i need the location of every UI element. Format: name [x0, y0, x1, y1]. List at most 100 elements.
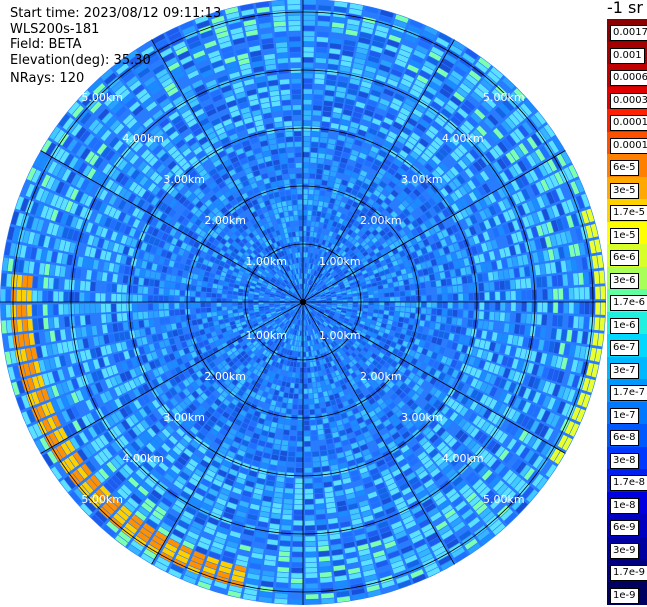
range-gate — [489, 519, 502, 532]
range-gate — [189, 526, 202, 535]
range-gate — [288, 451, 296, 457]
range-gate — [168, 508, 181, 519]
range-gate — [369, 336, 376, 342]
range-gate — [462, 284, 469, 293]
range-gate — [418, 437, 428, 446]
range-gate — [371, 353, 378, 360]
range-gate — [435, 37, 450, 48]
range-gate — [190, 412, 199, 422]
range-gate — [252, 493, 262, 500]
range-gate — [307, 274, 311, 279]
range-gate — [552, 288, 558, 300]
range-gate — [358, 37, 371, 45]
range-gate — [568, 302, 574, 314]
range-gate — [452, 496, 464, 507]
range-gate — [442, 158, 453, 169]
range-gate — [272, 502, 282, 509]
range-gate — [337, 81, 348, 88]
range-gate — [347, 236, 354, 243]
range-gate — [352, 274, 358, 279]
range-gate — [372, 177, 381, 185]
range-gate — [226, 450, 236, 458]
range-gate — [80, 503, 93, 516]
range-gate — [246, 356, 252, 363]
range-gate — [374, 241, 381, 248]
range-gate — [121, 419, 131, 431]
range-gate — [394, 185, 403, 194]
range-gate — [321, 460, 329, 467]
range-gate — [377, 69, 389, 78]
range-gate — [375, 198, 383, 205]
range-gate — [270, 383, 277, 390]
range-gate — [303, 309, 305, 315]
range-gate — [342, 174, 350, 181]
range-gate — [178, 349, 186, 357]
range-gate — [488, 92, 501, 105]
range-gate — [416, 185, 425, 194]
range-gate — [229, 321, 236, 326]
range-gate — [402, 102, 413, 112]
range-gate — [224, 346, 231, 352]
range-gate — [212, 390, 221, 398]
range-gate — [266, 332, 272, 338]
range-gate — [47, 450, 58, 464]
range-gate — [283, 312, 289, 316]
range-gate — [332, 431, 339, 438]
range-gate — [305, 309, 309, 314]
range-gate — [337, 279, 343, 284]
range-gate — [384, 540, 397, 549]
range-gate — [323, 346, 328, 352]
range-gate — [341, 290, 347, 294]
range-gate — [445, 357, 453, 366]
range-gate — [261, 500, 272, 507]
range-gate — [84, 349, 92, 360]
range-gate — [197, 464, 207, 473]
range-gate — [595, 302, 601, 315]
range-gate — [280, 316, 285, 320]
range-gate — [286, 306, 291, 309]
range-gate — [320, 250, 325, 257]
range-gate — [334, 414, 342, 421]
range-gate — [311, 288, 316, 293]
range-gate — [424, 110, 436, 120]
range-gate — [337, 135, 346, 142]
range-gate — [33, 360, 41, 374]
range-gate — [347, 132, 356, 139]
range-gate — [447, 309, 453, 317]
range-gate — [224, 545, 237, 554]
range-gate — [328, 133, 337, 140]
range-gate — [326, 304, 332, 307]
range-gate — [325, 308, 331, 311]
range-gate — [423, 527, 436, 538]
range-gate — [130, 540, 144, 552]
range-gate — [516, 290, 522, 300]
range-gate — [424, 562, 438, 573]
range-gate — [278, 374, 284, 381]
range-gate — [336, 261, 342, 267]
range-gate — [342, 208, 349, 215]
range-gate — [372, 367, 379, 374]
range-gate — [372, 506, 384, 514]
range-gate — [259, 353, 265, 360]
range-gate — [237, 449, 246, 457]
range-gate — [374, 272, 380, 278]
range-gate — [130, 441, 141, 452]
range-gate — [329, 322, 335, 327]
range-gate — [117, 488, 129, 500]
range-gate — [336, 223, 342, 229]
range-gate — [329, 367, 334, 373]
range-gate — [143, 548, 157, 560]
range-gate — [303, 226, 307, 231]
range-gate — [446, 278, 452, 286]
range-gate — [477, 141, 488, 153]
range-gate — [160, 522, 173, 532]
range-gate — [456, 87, 469, 98]
range-gate — [99, 485, 112, 498]
range-gate — [264, 554, 277, 561]
range-gate — [332, 300, 337, 302]
range-gate — [404, 69, 417, 78]
range-gate — [511, 358, 519, 370]
range-gate — [493, 215, 501, 226]
range-gate — [289, 339, 293, 345]
range-gate — [480, 533, 494, 545]
